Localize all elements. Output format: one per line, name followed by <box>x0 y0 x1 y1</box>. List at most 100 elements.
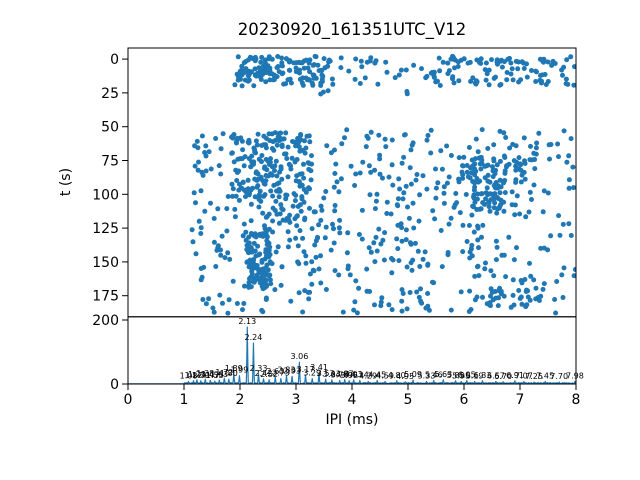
scatter-point <box>435 180 441 186</box>
scatter-point <box>309 161 315 167</box>
scatter-point <box>252 147 258 153</box>
scatter-point <box>490 164 495 170</box>
scatter-point <box>372 60 378 66</box>
scatter-point <box>399 238 405 244</box>
scatter-point <box>533 145 539 151</box>
scatter-point <box>386 174 392 180</box>
scatter-point <box>469 212 475 218</box>
peak-annotation: 1.08 <box>180 371 198 380</box>
scatter-point <box>262 266 268 271</box>
scatter-point <box>489 57 494 63</box>
scatter-point <box>521 66 527 71</box>
scatter-point <box>195 167 201 173</box>
scatter-point <box>211 309 217 315</box>
scatter-point <box>278 202 284 208</box>
scatter-point <box>352 299 358 305</box>
scatter-point <box>418 286 423 292</box>
scatter-point <box>285 144 291 150</box>
scatter-point <box>253 234 259 240</box>
scatter-point <box>233 139 239 145</box>
scatter-point <box>241 301 247 306</box>
scatter-point <box>519 301 525 307</box>
scatter-point <box>472 273 478 279</box>
scatter-point <box>404 264 410 270</box>
scatter-point <box>471 229 477 235</box>
scatter-point <box>302 288 308 294</box>
scatter-point <box>441 190 447 196</box>
scatter-point <box>475 149 481 155</box>
scatter-point <box>488 286 494 292</box>
scatter-point <box>555 141 561 147</box>
scatter-point <box>356 285 362 291</box>
peak-annotation: 5.33 <box>418 371 436 380</box>
scatter-point <box>336 225 342 231</box>
scatter-point <box>465 174 471 180</box>
scatter-point <box>564 57 570 63</box>
scatter-point <box>238 185 244 191</box>
scatter-point <box>493 238 499 244</box>
peak-annotation: 3.64 <box>323 370 341 379</box>
scatter-point <box>493 185 498 191</box>
scatter-point <box>319 67 325 73</box>
scatter-point <box>389 162 395 168</box>
peak-annotation: 7.70 <box>550 372 568 381</box>
scatter-y-tick-labels: 0 25 50 75 100 125 150 175 <box>92 52 128 305</box>
scatter-point <box>337 230 343 236</box>
scatter-point <box>497 128 503 134</box>
scatter-point <box>479 157 485 163</box>
scatter-point <box>281 81 287 87</box>
peak-annotation: 3.95 <box>340 371 358 380</box>
scatter-point <box>533 79 539 84</box>
scatter-point <box>248 218 254 224</box>
scatter-point <box>417 264 423 269</box>
scatter-point <box>438 228 444 233</box>
scatter-point <box>283 196 289 202</box>
scatter-point <box>384 199 390 205</box>
scatter-point <box>552 297 558 302</box>
scatter-point <box>405 204 410 210</box>
scatter-point <box>433 79 439 85</box>
scatter-point <box>191 190 197 196</box>
peak-annotation: 6.33 <box>474 371 492 380</box>
scatter-point <box>242 283 247 289</box>
scatter-point <box>253 253 259 259</box>
scatter-point <box>268 188 274 194</box>
scatter-point <box>554 279 560 284</box>
scatter-point <box>493 167 499 173</box>
scatter-point <box>407 165 413 171</box>
scatter-point <box>511 257 517 263</box>
scatter-point <box>313 75 319 81</box>
scatter-point <box>297 228 303 234</box>
y-tick-label: 50 <box>101 120 119 136</box>
scatter-point <box>448 215 454 221</box>
scatter-point <box>230 278 236 284</box>
scatter-point <box>506 234 512 240</box>
scatter-point <box>515 66 521 72</box>
scatter-point <box>236 197 242 203</box>
scatter-point <box>399 308 405 314</box>
scatter-point <box>192 143 198 149</box>
scatter-point <box>271 72 277 78</box>
scatter-point <box>384 69 390 75</box>
scatter-point <box>232 214 238 220</box>
scatter-point <box>541 281 547 287</box>
scatter-point <box>307 271 313 277</box>
scatter-point <box>353 56 359 62</box>
y-tick-label: 100 <box>92 187 119 203</box>
scatter-point <box>399 287 405 293</box>
scatter-point <box>274 65 280 71</box>
scatter-point <box>513 58 519 64</box>
scatter-point <box>324 143 330 149</box>
scatter-point <box>549 62 555 68</box>
peak-annotation: 1.47 <box>201 371 219 380</box>
scatter-point <box>470 163 476 169</box>
peak-annotation: 2.63 <box>266 367 284 376</box>
scatter-point <box>276 69 282 75</box>
scatter-point <box>338 65 344 71</box>
scatter-point <box>225 310 231 316</box>
y-tick-label: 0 <box>110 52 119 68</box>
scatter-point <box>517 296 523 301</box>
scatter-point <box>501 252 507 258</box>
scatter-point <box>472 179 478 185</box>
scatter-point <box>198 188 204 194</box>
